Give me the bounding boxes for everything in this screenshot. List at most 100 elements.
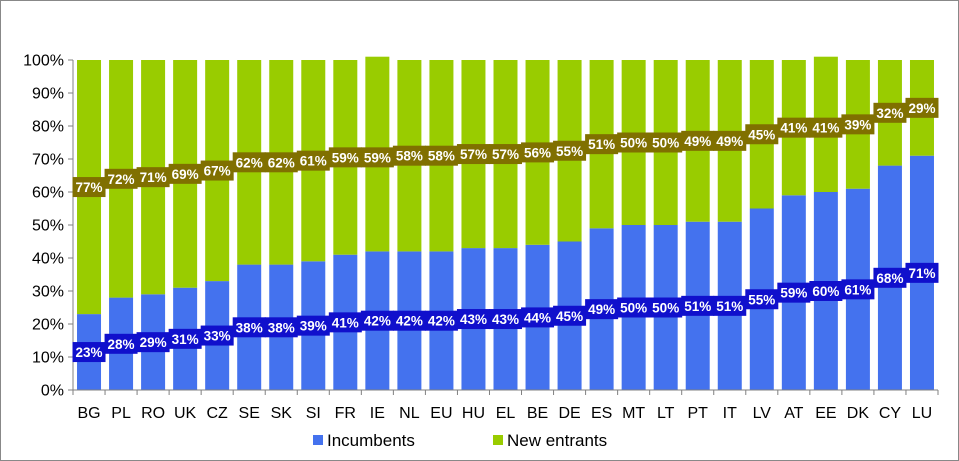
- data-label-box: [489, 144, 522, 165]
- data-label-box: [873, 267, 907, 288]
- data-label-box: [585, 134, 619, 155]
- data-label-incumbents-lv: 55%: [745, 289, 779, 310]
- data-label-box: [296, 315, 330, 336]
- data-label-incumbents-mt: 50%: [617, 297, 651, 318]
- data-label-text: 50%: [620, 301, 647, 316]
- data-label-incumbents-nl: 42%: [392, 310, 426, 331]
- data-label-text: 68%: [876, 271, 903, 286]
- x-tick-label-eu: EU: [430, 405, 452, 422]
- data-label-box: [296, 150, 330, 171]
- x-tick-label-cy: CY: [879, 405, 902, 422]
- data-label-box: [905, 262, 939, 283]
- data-label-box: [232, 152, 266, 173]
- data-label-box: [745, 289, 779, 310]
- data-label-incumbents-at: 59%: [777, 282, 811, 303]
- data-label-text: 51%: [588, 137, 615, 152]
- data-label-incumbents-si: 39%: [296, 315, 330, 336]
- x-tick-label-mt: MT: [622, 405, 645, 422]
- data-label-text: 41%: [780, 121, 807, 136]
- data-label-box: [777, 117, 811, 138]
- data-label-new-entrants-ro: 71%: [136, 167, 170, 188]
- data-label-text: 62%: [236, 155, 263, 170]
- data-label-new-entrants-cy: 32%: [873, 102, 907, 123]
- data-label-incumbents-ie: 42%: [360, 310, 394, 331]
- data-label-incumbents-sk: 38%: [264, 317, 298, 338]
- data-label-box: [489, 309, 522, 330]
- data-label-text: 49%: [716, 134, 743, 149]
- data-label-incumbents-hu: 43%: [456, 309, 490, 330]
- data-label-box: [104, 168, 138, 189]
- data-label-incumbents-el: 43%: [489, 309, 522, 330]
- x-tick-label-be: BE: [527, 405, 548, 422]
- x-tick-label-pt: PT: [687, 405, 708, 422]
- y-tick-label: 40%: [32, 251, 64, 268]
- data-label-box: [905, 97, 939, 118]
- data-label-box: [328, 312, 362, 333]
- data-label-text: 50%: [652, 301, 679, 316]
- data-label-incumbents-eu: 42%: [424, 310, 458, 331]
- x-tick-label-it: IT: [723, 405, 737, 422]
- data-label-text: 59%: [364, 150, 391, 165]
- data-label-box: [585, 299, 619, 320]
- data-label-text: 42%: [428, 314, 455, 329]
- x-tick-label-ie: IE: [370, 405, 385, 422]
- data-label-text: 58%: [428, 149, 455, 164]
- data-label-text: 29%: [908, 101, 935, 116]
- data-label-text: 31%: [172, 332, 199, 347]
- data-label-box: [553, 305, 587, 326]
- data-label-box: [841, 279, 875, 300]
- data-label-new-entrants-bg: 77%: [72, 177, 106, 198]
- data-label-text: 43%: [492, 312, 519, 327]
- data-label-box: [72, 177, 106, 198]
- data-label-incumbents-pl: 28%: [104, 333, 138, 354]
- data-label-text: 59%: [780, 286, 807, 301]
- data-label-new-entrants-be: 56%: [521, 142, 555, 163]
- legend-swatch-incumbents: [313, 435, 323, 445]
- data-label-text: 51%: [716, 299, 743, 314]
- data-label-text: 39%: [844, 117, 871, 132]
- data-label-new-entrants-de: 55%: [553, 140, 587, 161]
- data-label-box: [777, 282, 811, 303]
- data-label-new-entrants-eu: 58%: [424, 145, 458, 166]
- data-label-incumbents-dk: 61%: [841, 279, 875, 300]
- data-label-text: 62%: [268, 155, 295, 170]
- x-tick-label-de: DE: [558, 405, 580, 422]
- data-label-text: 29%: [140, 335, 167, 350]
- data-label-text: 57%: [460, 147, 487, 162]
- data-label-new-entrants-pl: 72%: [104, 168, 138, 189]
- data-label-new-entrants-dk: 39%: [841, 114, 875, 135]
- data-label-new-entrants-lu: 29%: [905, 97, 939, 118]
- x-tick-label-sk: SK: [271, 405, 293, 422]
- data-label-new-entrants-mt: 50%: [617, 132, 651, 153]
- data-label-text: 49%: [588, 302, 615, 317]
- data-label-text: 55%: [556, 144, 583, 159]
- data-label-text: 72%: [108, 172, 135, 187]
- data-label-text: 41%: [332, 315, 359, 330]
- data-label-box: [617, 297, 651, 318]
- data-label-box: [681, 130, 715, 151]
- data-label-new-entrants-ie: 59%: [360, 147, 394, 168]
- data-label-new-entrants-ee: 41%: [809, 117, 843, 138]
- y-tick-label: 100%: [23, 53, 64, 70]
- data-label-box: [809, 117, 843, 138]
- data-label-new-entrants-lt: 50%: [649, 132, 683, 153]
- data-label-box: [521, 142, 555, 163]
- y-tick-label: 50%: [32, 218, 64, 235]
- data-label-incumbents-ro: 29%: [136, 332, 170, 353]
- data-label-text: 71%: [908, 266, 935, 281]
- x-tick-label-ee: EE: [815, 405, 836, 422]
- data-label-box: [713, 130, 747, 151]
- data-label-new-entrants-se: 62%: [232, 152, 266, 173]
- data-label-box: [713, 295, 747, 316]
- y-tick-label: 30%: [32, 284, 64, 301]
- x-tick-label-es: ES: [591, 405, 612, 422]
- legend-label-new-entrants: New entrants: [507, 431, 607, 450]
- data-label-box: [104, 333, 138, 354]
- data-label-incumbents-de: 45%: [553, 305, 587, 326]
- data-label-box: [328, 147, 362, 168]
- data-label-box: [681, 295, 715, 316]
- data-label-text: 45%: [748, 127, 775, 142]
- x-tick-label-at: AT: [784, 405, 803, 422]
- data-label-incumbents-lt: 50%: [649, 297, 683, 318]
- data-label-text: 41%: [812, 121, 839, 136]
